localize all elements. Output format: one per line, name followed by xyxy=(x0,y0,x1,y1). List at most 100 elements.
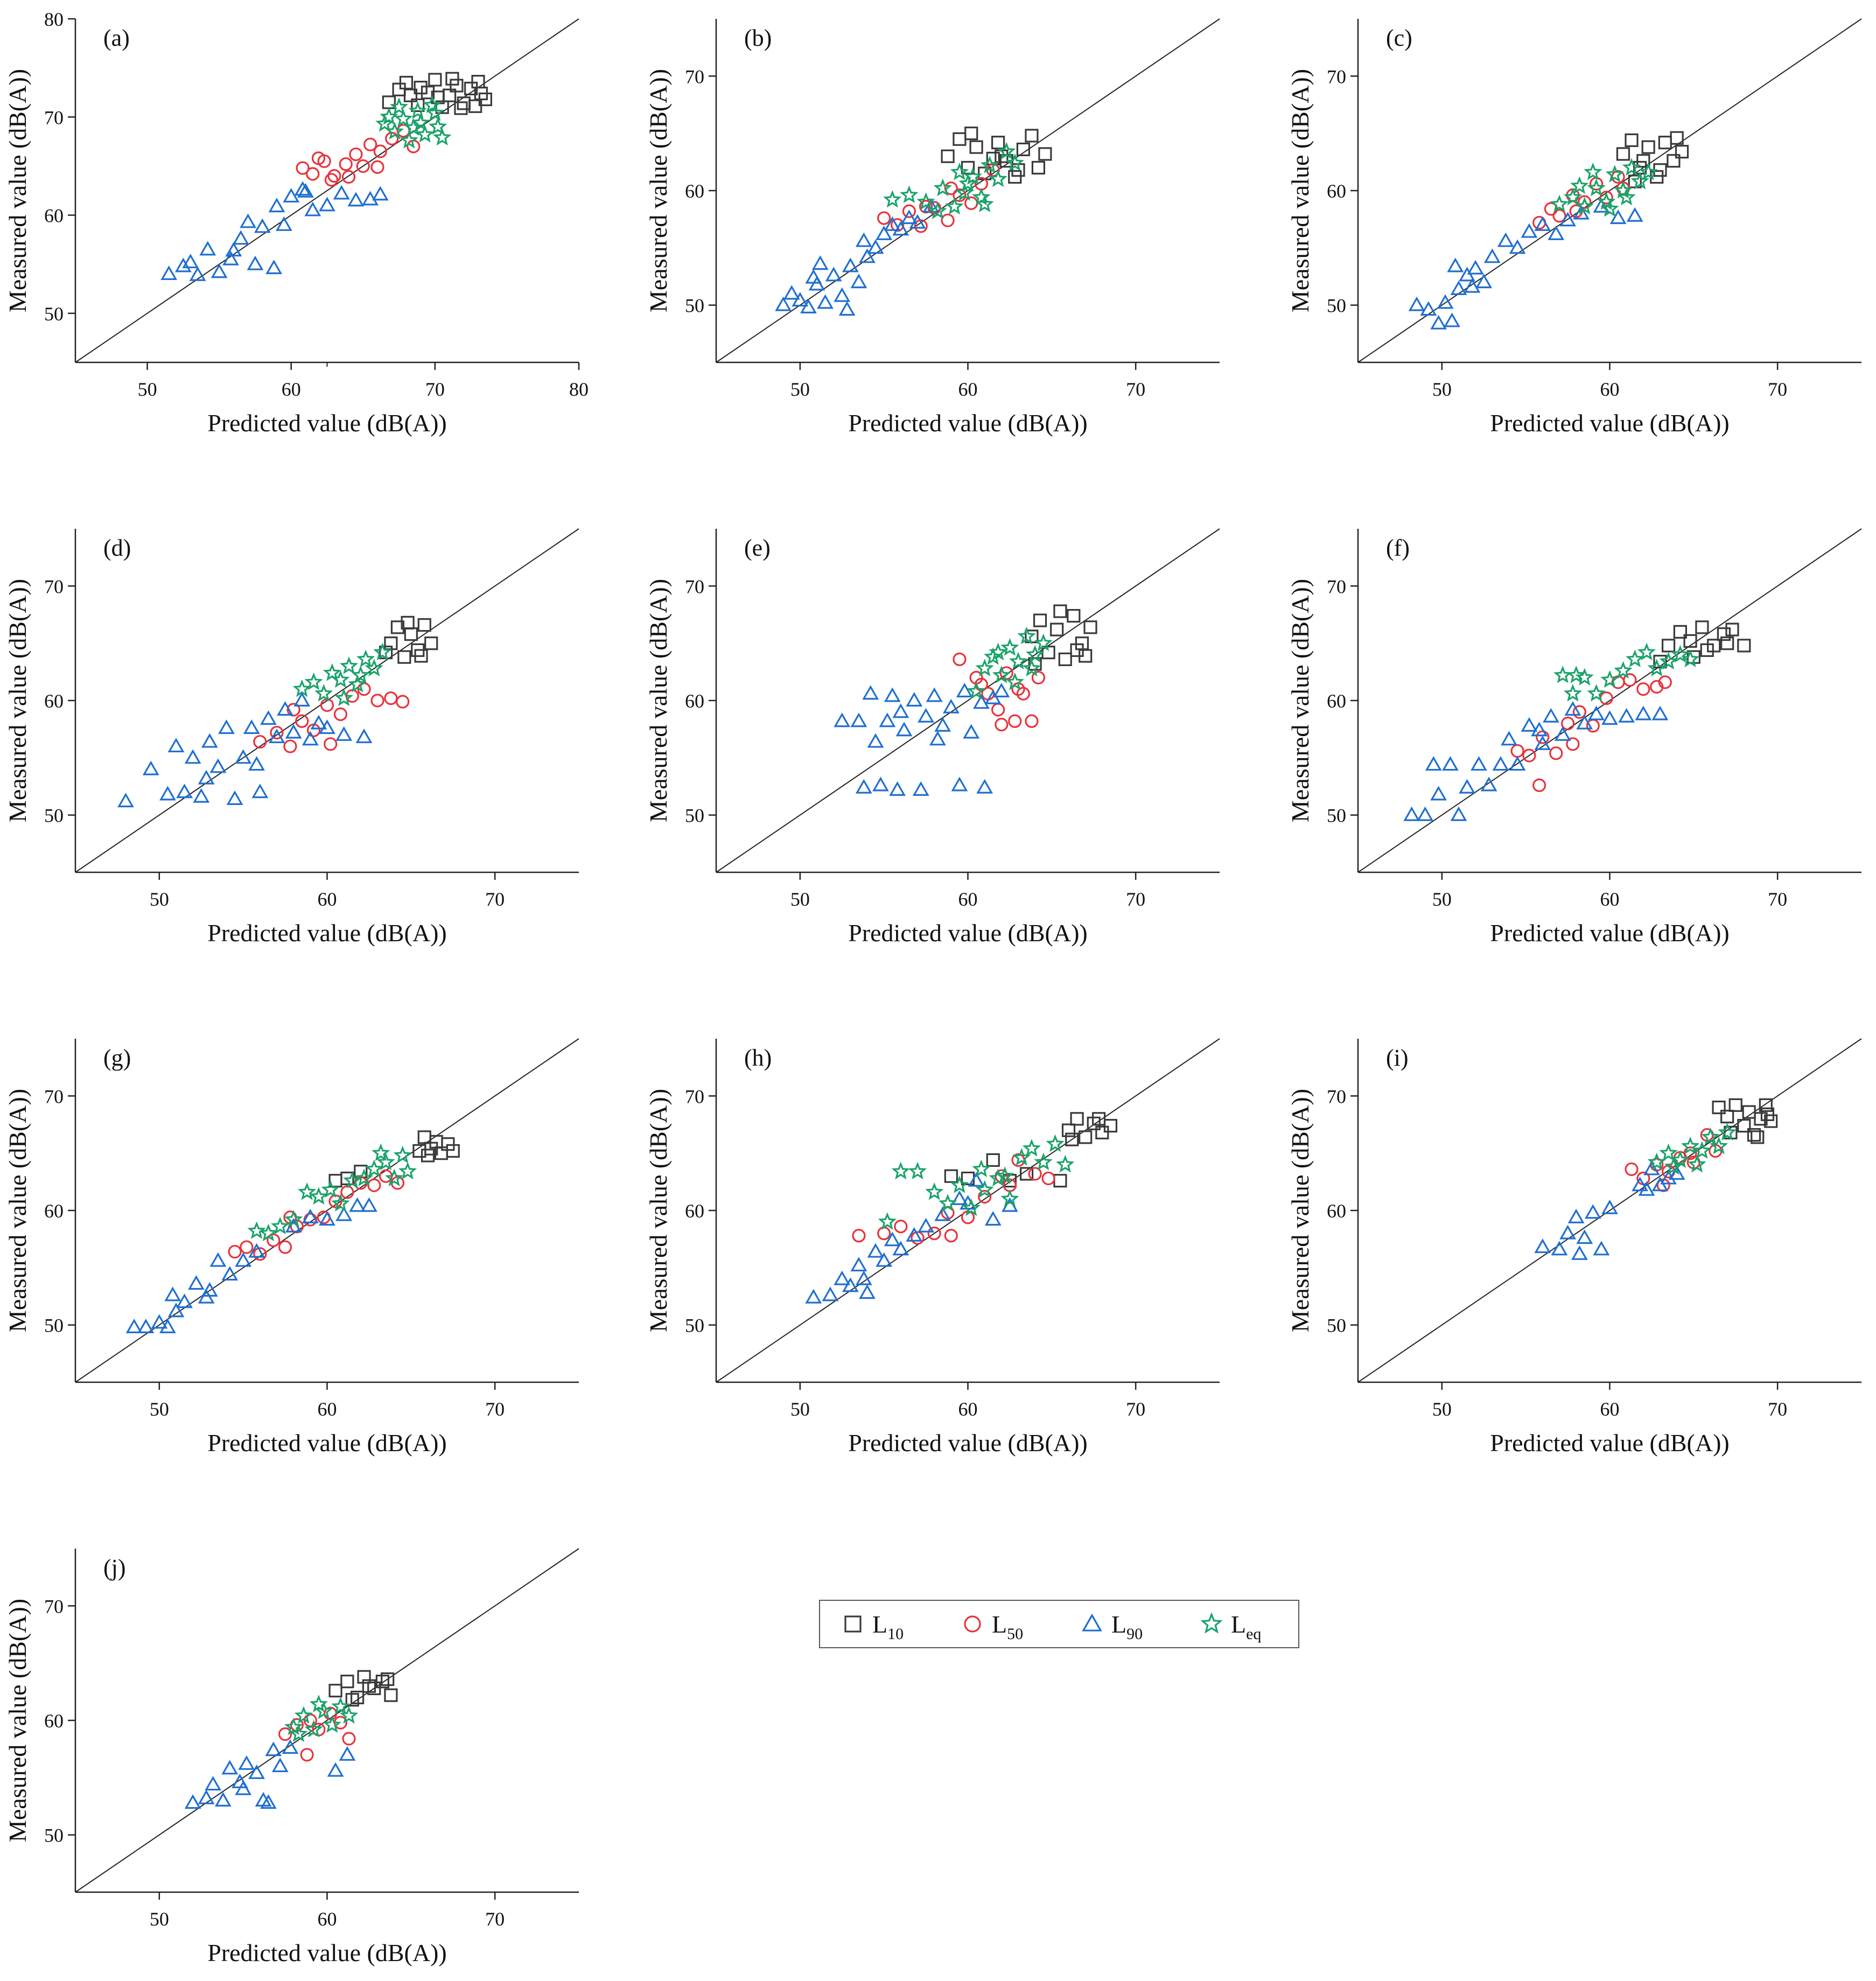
data-point xyxy=(1534,216,1551,231)
data-point xyxy=(884,216,901,231)
data-point xyxy=(834,1270,851,1285)
data-point xyxy=(1683,1146,1697,1160)
data-point xyxy=(1459,267,1475,282)
data-point xyxy=(1651,1177,1669,1192)
data-point xyxy=(941,149,955,163)
data-point xyxy=(201,1282,218,1297)
data-point xyxy=(225,242,242,257)
data-point xyxy=(1417,806,1434,821)
data-point xyxy=(339,1746,356,1761)
data-point xyxy=(1028,1167,1042,1181)
data-point xyxy=(343,1171,362,1189)
x-tick-label: 60 xyxy=(318,1398,337,1420)
series-l10 xyxy=(382,72,492,115)
data-point xyxy=(1651,705,1669,720)
data-point xyxy=(1000,638,1019,656)
data-point xyxy=(894,1220,908,1234)
series-l10 xyxy=(944,1112,1118,1188)
series-leq xyxy=(375,95,452,149)
data-point xyxy=(892,1241,909,1256)
data-point xyxy=(189,266,206,281)
data-point xyxy=(367,1178,381,1192)
data-point xyxy=(1564,701,1581,716)
data-point xyxy=(1012,1148,1031,1166)
data-point xyxy=(286,703,300,717)
data-point xyxy=(992,666,1011,683)
x-tick-label: 70 xyxy=(1126,379,1145,400)
data-point xyxy=(211,263,228,278)
x-axis-title: Predicted value (dB(A)) xyxy=(848,919,1088,947)
data-point xyxy=(956,683,973,698)
x-tick-label: 60 xyxy=(958,1398,978,1420)
data-point xyxy=(319,1211,335,1226)
data-point xyxy=(1671,1150,1690,1168)
data-point xyxy=(226,790,243,805)
x-tick-label: 50 xyxy=(790,888,810,910)
x-tick-label: 60 xyxy=(318,1908,337,1930)
data-point xyxy=(883,190,902,208)
data-point xyxy=(1584,1204,1601,1219)
x-axis-title: Predicted value (dB(A)) xyxy=(207,1939,447,1966)
data-point xyxy=(289,1724,308,1742)
y-axis-title: Measured value (dB(A)) xyxy=(4,1089,31,1332)
data-point xyxy=(159,786,176,801)
data-point xyxy=(1576,715,1593,730)
data-point xyxy=(221,1266,239,1281)
data-point xyxy=(414,81,428,95)
data-point xyxy=(1548,225,1565,240)
data-point xyxy=(1599,191,1613,205)
data-point xyxy=(198,1789,215,1804)
data-point xyxy=(1005,153,1024,171)
data-point xyxy=(1509,239,1526,254)
panel-label: (d) xyxy=(103,535,131,561)
data-point xyxy=(278,1727,292,1741)
series-l90 xyxy=(117,692,373,808)
data-point xyxy=(1571,1245,1588,1260)
data-point xyxy=(1570,176,1589,194)
x-axis-title: Predicted value (dB(A)) xyxy=(848,409,1088,437)
reference-line xyxy=(716,528,1220,873)
data-point xyxy=(228,1244,242,1259)
data-point xyxy=(1720,636,1734,650)
data-point xyxy=(909,214,926,229)
data-point xyxy=(862,685,879,700)
series-leq xyxy=(292,642,392,706)
data-point xyxy=(302,1208,319,1223)
data-point xyxy=(976,779,993,794)
data-point xyxy=(117,793,134,808)
data-point xyxy=(396,695,410,709)
data-point xyxy=(327,1762,344,1777)
data-point xyxy=(199,241,216,256)
y-tick-label: 60 xyxy=(1327,690,1346,712)
series-leq xyxy=(883,142,1024,219)
data-point xyxy=(375,1675,389,1689)
data-point xyxy=(1034,1152,1053,1171)
data-point xyxy=(1575,197,1594,215)
data-point xyxy=(278,1240,292,1254)
data-point xyxy=(1584,162,1602,180)
x-tick-label: 60 xyxy=(1600,1398,1620,1420)
data-point xyxy=(978,1189,992,1204)
data-point xyxy=(248,1764,265,1779)
data-point xyxy=(1643,1160,1660,1175)
data-point xyxy=(975,1180,994,1198)
data-point xyxy=(454,101,468,115)
series-l10 xyxy=(328,1130,460,1188)
data-point xyxy=(855,1270,872,1285)
scatter-panel-i: 50 60 70 50 60 70 Predicted value (dB(A)) Measu… xyxy=(1286,1038,1862,1457)
data-point xyxy=(1601,710,1618,725)
data-point xyxy=(1442,756,1459,771)
data-point xyxy=(1639,162,1658,180)
data-point xyxy=(916,192,935,210)
data-point xyxy=(323,1715,341,1733)
panel-label: (e) xyxy=(744,535,771,561)
data-point xyxy=(240,213,256,228)
data-point xyxy=(852,1229,866,1243)
data-point xyxy=(805,269,822,284)
x-tick-label: 70 xyxy=(1126,1398,1145,1420)
data-point xyxy=(361,1197,377,1212)
data-point xyxy=(331,670,350,688)
data-point xyxy=(376,1152,395,1171)
data-point xyxy=(1087,1116,1101,1130)
data-point xyxy=(1017,626,1036,645)
